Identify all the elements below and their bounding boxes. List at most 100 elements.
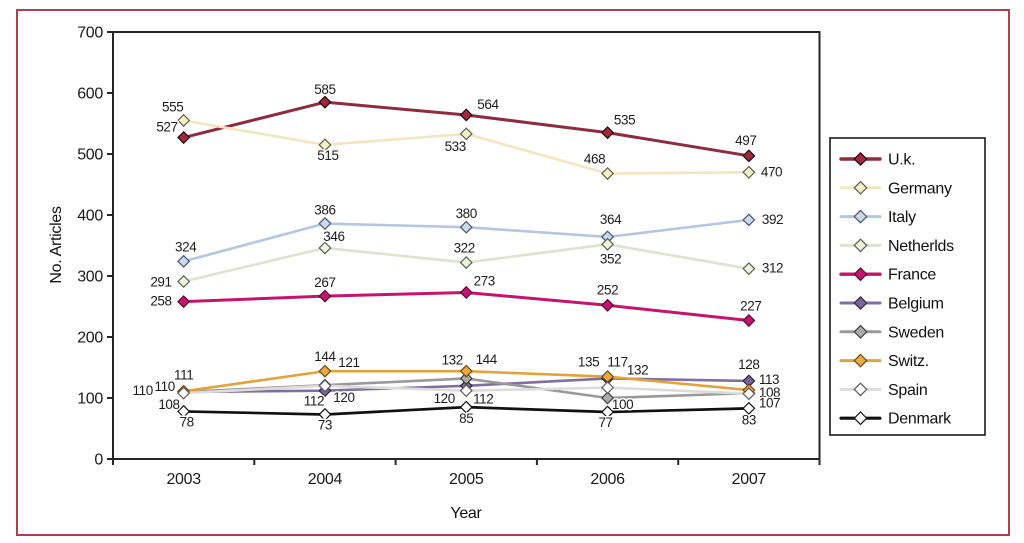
data-label-france: 258 <box>150 294 171 309</box>
data-label-denmark: 83 <box>742 412 756 427</box>
data-label-sweden: 121 <box>338 355 359 370</box>
marker-france <box>177 295 191 309</box>
legend-item-belgium: Belgium <box>839 295 944 313</box>
marker-italy <box>459 220 473 234</box>
y-tick-label: 400 <box>77 208 103 225</box>
data-label-switz: 135 <box>578 355 599 370</box>
data-label-spain: 107 <box>759 396 780 411</box>
marker-italy <box>742 213 756 227</box>
data-label-netherlds: 291 <box>150 274 171 289</box>
data-label-germany: 515 <box>317 148 338 163</box>
legend-label-denmark: Denmark <box>888 411 952 428</box>
series-spain <box>177 379 756 401</box>
y-tick-label: 300 <box>77 269 103 286</box>
legend-item-u-k: U.k. <box>839 151 916 169</box>
legend-label-france: France <box>888 267 936 284</box>
marker-germany <box>318 138 332 152</box>
data-label-spain: 120 <box>333 390 354 405</box>
legend-marker-spain <box>853 382 868 397</box>
data-labels: 527 585 564 535 497 555 515 533 468 470 324 386 380 3… <box>131 81 785 434</box>
data-label-sweden: 110 <box>132 383 152 398</box>
marker-denmark <box>601 405 615 419</box>
legend-label-switz: Switz. <box>888 353 929 370</box>
marker-france <box>601 298 615 312</box>
marker-u-k <box>459 108 473 122</box>
legend-marker-belgium <box>853 295 868 311</box>
data-label-denmark: 73 <box>318 417 332 432</box>
marker-denmark <box>318 407 332 422</box>
legend-marker-u-k <box>853 151 868 167</box>
marker-denmark <box>177 404 191 418</box>
y-tick-label: 500 <box>77 147 103 164</box>
x-tick-label: 2006 <box>590 471 625 488</box>
y-tick-label: 0 <box>94 452 103 469</box>
marker-spain <box>177 386 191 400</box>
data-label-germany: 468 <box>584 152 605 167</box>
data-label-belgium: 112 <box>304 394 324 409</box>
marker-germany <box>459 127 473 141</box>
data-label-switz: 144 <box>314 349 336 364</box>
marker-germany <box>177 113 191 127</box>
marker-spain <box>601 381 615 395</box>
y-tick-label: 200 <box>77 330 103 347</box>
legend-marker-switz <box>853 353 868 368</box>
marker-france <box>318 289 332 303</box>
data-label-u-k: 564 <box>477 97 499 112</box>
legend-item-france: France <box>839 267 937 284</box>
legend: U.k. Germany Italy Netherlds France Belgium Sw… <box>829 137 986 436</box>
marker-germany <box>601 166 615 181</box>
x-tick-label: 2003 <box>166 471 201 488</box>
data-label-netherlds: 352 <box>600 251 621 266</box>
legend-marker-france <box>853 267 868 282</box>
x-tick-label: 2005 <box>449 471 484 488</box>
legend-label-netherlds: Netherlds <box>888 238 954 255</box>
data-label-belgium: 128 <box>738 357 759 372</box>
marker-spain <box>318 379 332 393</box>
series-u-k <box>177 95 756 163</box>
data-label-spain: 112 <box>473 392 493 407</box>
data-label-italy: 386 <box>314 203 335 218</box>
data-label-belgium: 120 <box>434 391 455 406</box>
data-label-sweden: 132 <box>442 352 463 367</box>
data-label-u-k: 527 <box>156 120 177 135</box>
series-denmark <box>177 400 756 422</box>
series-france <box>177 285 756 328</box>
legend-marker-sweden <box>853 324 868 339</box>
x-axis-title: Year <box>450 505 482 522</box>
data-label-italy: 380 <box>456 206 477 221</box>
data-label-germany: 533 <box>445 139 466 154</box>
data-label-spain: 117 <box>607 355 627 370</box>
data-label-italy: 364 <box>600 212 622 227</box>
x-axis: 2003 2004 2005 2006 2007 <box>112 459 821 488</box>
marker-sweden <box>601 391 615 405</box>
legend-item-switz: Switz. <box>839 353 929 370</box>
marker-u-k <box>318 95 332 109</box>
marker-u-k <box>742 149 756 163</box>
series-switz <box>177 364 756 398</box>
x-tick-label: 2007 <box>732 471 767 488</box>
marker-denmark <box>459 400 473 414</box>
series-germany <box>177 113 756 181</box>
legend-label-sweden: Sweden <box>888 324 944 341</box>
marker-switz <box>318 364 332 378</box>
marker-denmark <box>742 401 756 415</box>
marker-spain <box>742 387 756 401</box>
legend-marker-netherlds <box>853 238 868 253</box>
marker-netherlds <box>459 256 473 270</box>
legend-item-netherlds: Netherlds <box>839 238 954 255</box>
data-label-netherlds: 312 <box>762 261 783 276</box>
legend-label-u-k: U.k. <box>888 152 915 169</box>
data-label-germany: 470 <box>761 164 782 179</box>
data-label-france: 227 <box>740 299 761 314</box>
data-label-sweden: 108 <box>759 385 780 400</box>
marker-netherlds <box>177 274 191 289</box>
y-axis-title: No. Articles <box>48 206 65 284</box>
marker-italy <box>177 254 191 268</box>
legend-marker-germany <box>853 180 868 195</box>
marker-switz <box>459 364 473 378</box>
marker-netherlds <box>601 237 615 251</box>
marker-france <box>742 313 756 328</box>
data-label-denmark: 78 <box>180 414 194 429</box>
data-label-france: 267 <box>314 275 335 290</box>
